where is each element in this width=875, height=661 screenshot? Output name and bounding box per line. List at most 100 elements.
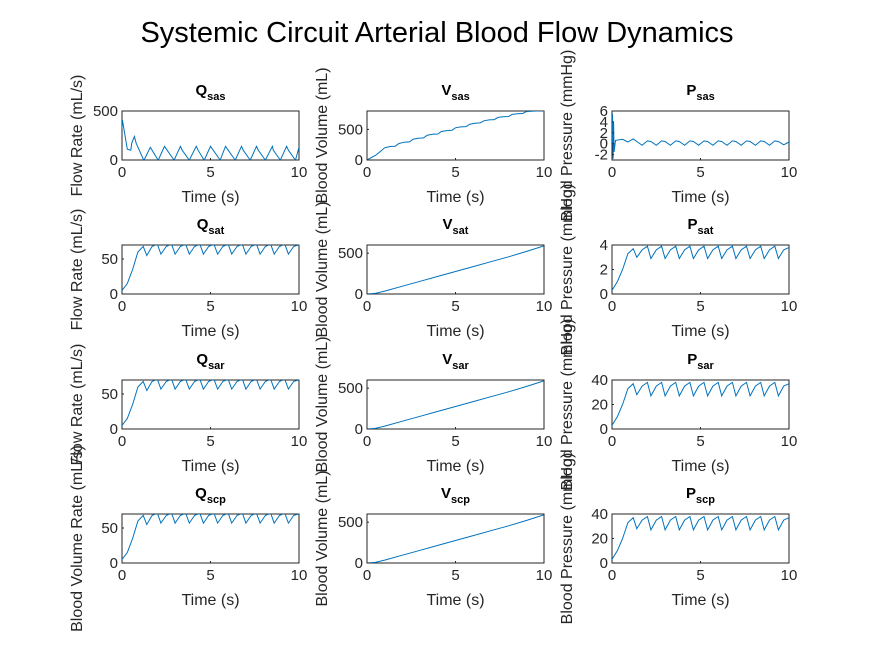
figure-title: Systemic Circuit Arterial Blood Flow Dyn…: [140, 17, 733, 49]
y-tick-label: 0: [600, 421, 608, 438]
y-tick-label: 2: [600, 262, 608, 279]
x-tick-label: 10: [291, 164, 308, 181]
subplot-title: Vsas: [441, 82, 469, 103]
x-tick-label: 10: [291, 433, 308, 450]
x-tick-label: 0: [118, 433, 126, 450]
x-tick-label: 10: [781, 298, 798, 315]
y-tick-label: 500: [338, 514, 363, 531]
x-tick-label: 10: [536, 164, 553, 181]
plot-area: [366, 513, 545, 564]
x-tick-label: 0: [608, 298, 616, 315]
series-line: [612, 381, 789, 426]
y-axis-label: Flow Rate (mL/s): [69, 344, 86, 466]
x-axis-label: Time (s): [181, 458, 239, 475]
x-tick-label: 5: [206, 567, 214, 584]
y-tick-label: 40: [591, 506, 608, 523]
y-axis-label: Blood Pressure (mmHg): [559, 319, 576, 491]
x-tick-label: 0: [608, 567, 616, 584]
series-line: [367, 111, 544, 160]
subplot-P_scp: 0 5 10 0 20 40 Time (s) Blood Pressure (mmHg) Ps…: [559, 453, 797, 625]
subplot-title-subscript: sas: [696, 91, 714, 103]
x-tick-label: 0: [118, 164, 126, 181]
series-line: [367, 514, 544, 563]
x-axis-label: Time (s): [426, 323, 484, 340]
y-tick-label: 20: [591, 531, 608, 548]
x-axis-label: Time (s): [671, 189, 729, 206]
subplot-V_sas: 0 5 10 0 500 Time (s) Blood Volume (mL) Vsas: [314, 67, 552, 206]
y-tick-label: 500: [93, 103, 118, 120]
y-tick-label: 50: [101, 386, 118, 403]
x-tick-label: 5: [206, 298, 214, 315]
y-tick-label: 6: [600, 103, 608, 120]
y-tick-label: 50: [101, 251, 118, 268]
x-tick-label: 5: [696, 164, 704, 181]
subplot-title-subscript: scp: [696, 494, 715, 506]
subplot-V_sat: 0 5 10 0 500 Time (s) Blood Volume (mL) Vsat: [314, 201, 552, 340]
plot-area: [611, 110, 790, 161]
subplot-title: Psat: [688, 216, 714, 237]
x-tick-label: 10: [536, 298, 553, 315]
y-axis-label: Blood Volume (mL): [314, 201, 331, 337]
x-tick-label: 10: [536, 567, 553, 584]
y-tick-label: 500: [338, 245, 363, 262]
series-line: [367, 245, 544, 294]
x-tick-label: 5: [451, 433, 459, 450]
plot-area: [121, 379, 300, 430]
x-tick-label: 0: [363, 298, 371, 315]
x-tick-label: 5: [696, 433, 704, 450]
y-tick-label: 0: [110, 152, 118, 169]
plot-area: [121, 110, 300, 161]
subplot-title: Vsar: [442, 351, 469, 372]
subplot-V_sar: 0 5 10 0 500 Time (s) Blood Volume (mL) Vsar: [314, 336, 552, 475]
y-tick-label: 500: [338, 380, 363, 397]
subplot-Q_sat: 0 5 10 0 50 Time (s) Flow Rate (mL/s) Qsat: [69, 209, 307, 340]
x-tick-label: 5: [696, 298, 704, 315]
x-tick-label: 5: [451, 567, 459, 584]
subplot-title: Qsar: [196, 351, 225, 372]
series-line: [612, 515, 789, 560]
subplot-title: Qsat: [197, 216, 225, 237]
y-axis-label: Blood Pressure (mmHg): [559, 50, 576, 222]
subplot-Q_sas: 0 5 10 0 500 Time (s) Flow Rate (mL/s) Qsas: [69, 75, 307, 206]
subplot-title-subscript: sat: [208, 225, 224, 237]
x-axis-label: Time (s): [671, 458, 729, 475]
x-tick-label: 0: [118, 567, 126, 584]
x-axis-label: Time (s): [181, 592, 239, 609]
subplot-title-subscript: sat: [698, 225, 714, 237]
x-axis-label: Time (s): [181, 323, 239, 340]
subplot-title: Vscp: [441, 485, 470, 506]
subplot-title: Psas: [686, 82, 714, 103]
x-axis-label: Time (s): [671, 592, 729, 609]
x-axis-label: Time (s): [426, 189, 484, 206]
series-line: [122, 380, 299, 426]
plot-area: [611, 513, 790, 564]
y-tick-label: 0: [600, 286, 608, 303]
series-line: [367, 380, 544, 429]
x-tick-label: 0: [118, 298, 126, 315]
y-tick-label: 40: [591, 372, 608, 389]
subplot-Q_sar: 0 5 10 0 50 Time (s) Flow Rate (mL/s) Qsar: [69, 344, 307, 475]
plot-area: [121, 244, 300, 295]
y-tick-label: 0: [355, 152, 363, 169]
y-tick-label: 20: [591, 397, 608, 414]
y-tick-label: 0: [355, 286, 363, 303]
x-tick-label: 10: [291, 298, 308, 315]
x-tick-label: 0: [363, 164, 371, 181]
x-axis-label: Time (s): [671, 323, 729, 340]
x-tick-label: 5: [206, 164, 214, 181]
x-tick-label: 5: [451, 164, 459, 181]
series-line: [612, 113, 789, 159]
series-line: [612, 245, 789, 291]
y-axis-label: Blood Volume Rate (mL/s): [69, 445, 86, 632]
x-tick-label: 0: [608, 433, 616, 450]
subplot-title: Qscp: [195, 485, 226, 506]
y-tick-label: 0: [110, 421, 118, 438]
x-tick-label: 5: [206, 433, 214, 450]
subplot-V_scp: 0 5 10 0 500 Time (s) Blood Volume (mL) Vscp: [314, 470, 552, 609]
x-tick-label: 10: [781, 567, 798, 584]
series-line: [122, 119, 299, 160]
subplot-title-subscript: sas: [207, 91, 225, 103]
